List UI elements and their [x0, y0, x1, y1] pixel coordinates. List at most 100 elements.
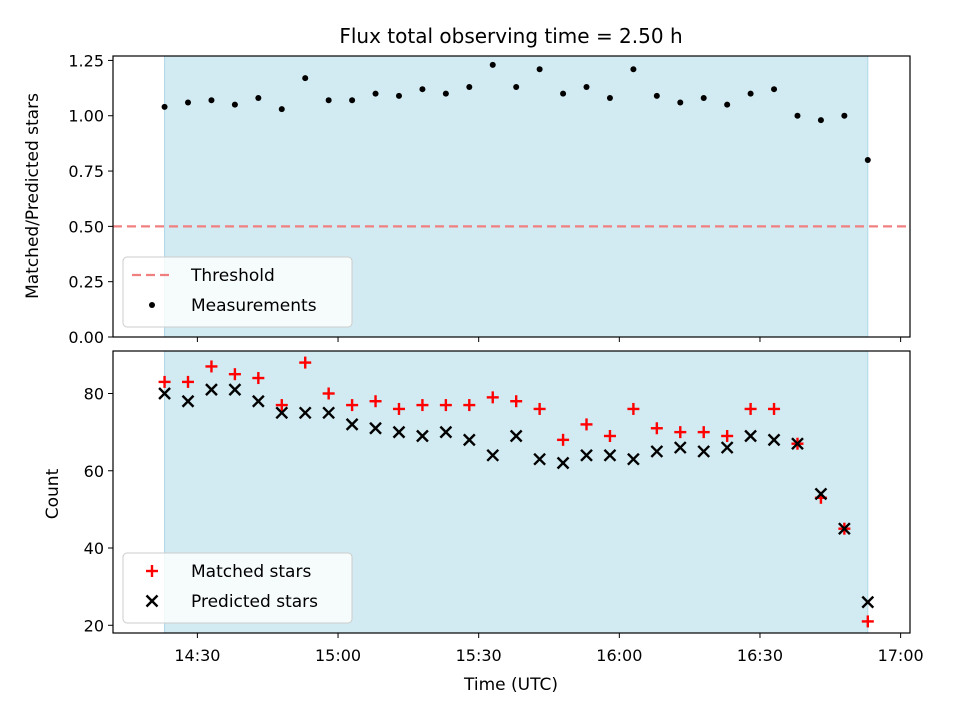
data-point	[369, 395, 382, 408]
chart-title: Flux total observing time = 2.50 h	[339, 24, 682, 48]
data-point	[838, 522, 851, 536]
x-stroke-b	[861, 595, 875, 609]
legend: Threshold Measurements	[122, 256, 353, 328]
data-point	[768, 402, 781, 415]
data-point	[771, 86, 778, 93]
x-stroke-b	[533, 452, 546, 466]
y-tick-label: 1.25	[68, 51, 104, 70]
legend-marker-swatch	[146, 565, 158, 577]
x-stroke-b	[298, 406, 312, 420]
data-point	[205, 383, 218, 396]
y-tick-label: 0.25	[68, 273, 104, 292]
x-stroke-b	[392, 425, 406, 439]
x-stroke-b	[767, 433, 781, 447]
x-stroke-b	[275, 406, 289, 420]
data-point	[650, 422, 663, 435]
legend-marker-swatch	[149, 302, 155, 308]
axes-frame	[112, 350, 911, 634]
y-tick-label: 20	[84, 616, 104, 635]
data-point	[861, 595, 875, 609]
y-tick-label: 1.00	[68, 107, 104, 126]
data-point	[580, 448, 593, 462]
data-point	[744, 429, 757, 443]
legend-label: Matched stars	[191, 562, 311, 582]
y-axis-label-top: Matched/Predicted stars	[23, 93, 43, 299]
data-point	[369, 421, 382, 435]
bottom-panel: 20 40 60 80 14:30 15:00 15:30 16:00 16:30 17:00 Ma…	[84, 350, 924, 665]
data-point	[462, 433, 476, 447]
data-point	[583, 83, 590, 90]
data-point	[372, 90, 379, 97]
x-stroke-b	[439, 425, 453, 439]
data-point	[794, 112, 801, 119]
data-point	[791, 437, 804, 451]
x-stroke-b	[251, 394, 265, 408]
x-stroke-b	[744, 429, 757, 443]
legend-label: Threshold	[190, 266, 275, 286]
data-point	[580, 418, 593, 431]
data-point	[533, 402, 546, 415]
x-stroke-b	[181, 394, 195, 408]
data-point	[208, 97, 215, 104]
data-point	[603, 429, 616, 442]
x-stroke-b	[322, 406, 336, 420]
data-point	[231, 101, 238, 108]
data-point	[395, 92, 402, 99]
y-tick-label: 60	[84, 462, 104, 481]
data-point	[185, 99, 192, 106]
data-point	[677, 99, 684, 106]
legend-box	[122, 256, 353, 328]
data-point	[606, 95, 613, 102]
data-point	[747, 90, 754, 97]
data-point	[466, 83, 473, 90]
data-point	[489, 61, 496, 68]
data-point	[298, 406, 312, 420]
data-point	[322, 387, 335, 400]
x-stroke-b	[627, 452, 640, 466]
x-stroke-b	[580, 448, 593, 462]
data-point	[349, 97, 356, 104]
data-point	[255, 95, 262, 102]
data-point	[650, 445, 664, 458]
legend-label: Predicted stars	[191, 592, 318, 612]
x-stroke-b	[486, 448, 500, 462]
x-stroke-b	[603, 448, 617, 462]
x-stroke-b	[416, 429, 429, 443]
legend: Matched stars Predicted stars	[122, 552, 353, 624]
x-stroke-b	[462, 433, 476, 447]
data-point	[724, 101, 731, 108]
x-tick-label: 16:30	[737, 646, 783, 665]
data-point	[181, 394, 195, 408]
data-point	[392, 425, 406, 439]
data-point	[228, 383, 242, 396]
x-stroke-b	[369, 421, 382, 435]
data-point	[345, 418, 359, 431]
legend-box	[122, 552, 353, 624]
x-stroke-b	[791, 437, 804, 451]
data-point	[697, 426, 710, 439]
data-point	[392, 402, 405, 415]
data-point	[182, 375, 195, 388]
data-point	[463, 399, 476, 412]
data-point	[767, 433, 781, 447]
series-dot	[161, 61, 871, 163]
data-point	[653, 92, 660, 99]
y-axis-label-bottom: Count	[43, 468, 63, 519]
x-tick-label: 15:30	[456, 646, 502, 665]
data-point	[299, 356, 312, 369]
data-point	[486, 448, 500, 462]
legend-label: Measurements	[191, 296, 317, 316]
data-point	[556, 456, 570, 470]
data-point	[814, 487, 828, 501]
x-stroke-b	[145, 594, 159, 608]
data-point	[744, 402, 757, 415]
axes-frame	[112, 55, 911, 338]
data-point	[486, 391, 499, 404]
series-plus	[158, 356, 874, 628]
series-x	[158, 383, 875, 609]
data-point	[513, 83, 520, 90]
data-point	[697, 445, 711, 458]
data-point	[346, 399, 359, 412]
data-point	[603, 448, 617, 462]
legend-marker-swatch	[145, 594, 159, 608]
